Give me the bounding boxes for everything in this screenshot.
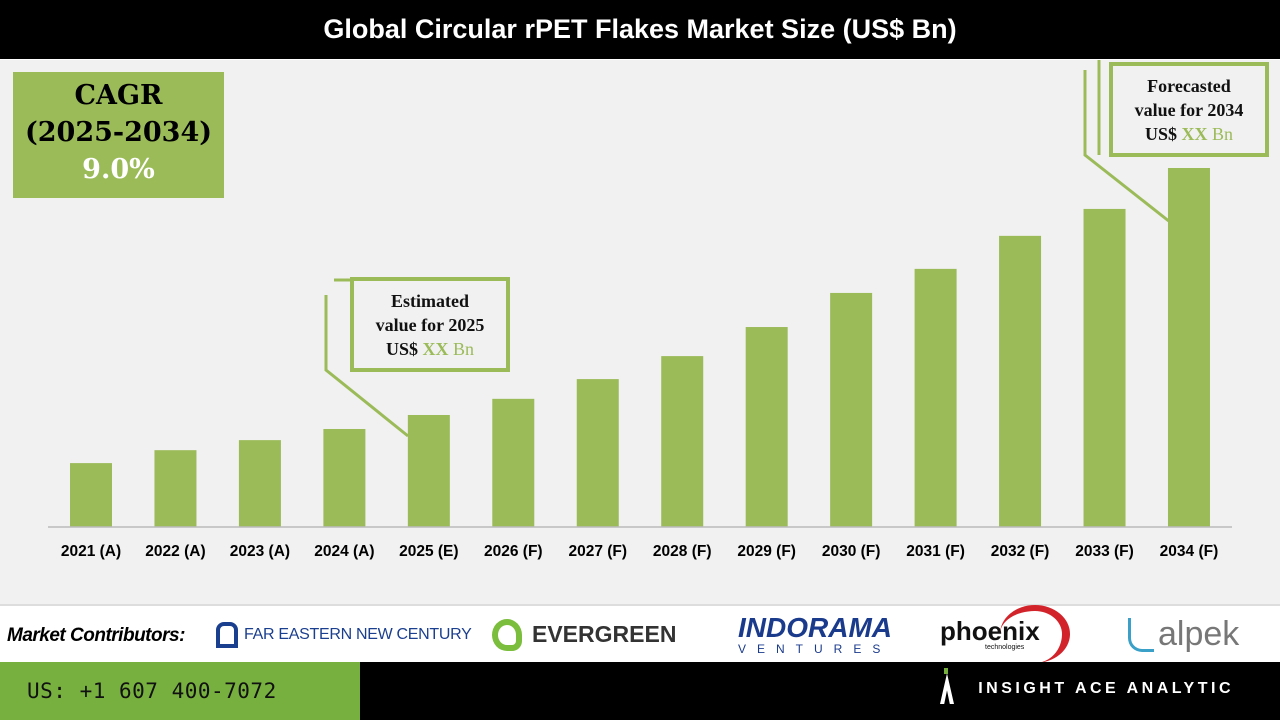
cagr-box: CAGR (2025-2034) 9.0% bbox=[13, 72, 224, 198]
evergreen-icon bbox=[492, 618, 522, 651]
x-tick-label: 2032 (F) bbox=[991, 543, 1050, 560]
value-placeholder: XX bbox=[1181, 124, 1208, 144]
logo-accent bbox=[944, 668, 948, 674]
cagr-value: 9.0% bbox=[82, 154, 155, 185]
x-tick-label: 2026 (F) bbox=[484, 543, 543, 560]
x-tick-label: 2024 (A) bbox=[314, 543, 374, 560]
bar-2031 bbox=[914, 268, 957, 527]
x-tick-label: 2034 (F) bbox=[1160, 543, 1219, 560]
callout-line: value for 2034 bbox=[1134, 100, 1244, 120]
x-tick-label: 2030 (F) bbox=[822, 543, 881, 560]
bar-2032 bbox=[999, 235, 1042, 527]
chart-title: Global Circular rPET Flakes Market Size … bbox=[0, 0, 1280, 59]
market-contributors: Market Contributors: FAR EASTERN NEW CEN… bbox=[0, 605, 1280, 663]
cagr-label: CAGR bbox=[74, 80, 163, 111]
x-tick-label: 2025 (E) bbox=[399, 543, 458, 560]
logo-text: EVERGREEN bbox=[532, 621, 677, 647]
bar-2027 bbox=[576, 379, 619, 527]
alpek-logo: alpek bbox=[1128, 607, 1239, 662]
indorama-logo: INDORAMA VENTURES bbox=[738, 607, 892, 662]
bar-chart: 2021 (A) 2022 (A) 2023 (A) 2024 (A) 2025 (E)… bbox=[48, 60, 1232, 560]
phoenix-swoosh-icon bbox=[1000, 605, 1070, 663]
bar-2026 bbox=[492, 398, 535, 527]
forecast-connector bbox=[1083, 70, 1171, 224]
x-tick-label: 2023 (A) bbox=[230, 543, 290, 560]
chart-area: 2021 (A) 2022 (A) 2023 (A) 2024 (A) 2025 (E)… bbox=[0, 60, 1280, 606]
x-tick-label: 2028 (F) bbox=[653, 543, 712, 560]
unit: Bn bbox=[453, 339, 475, 359]
alpek-icon bbox=[1128, 617, 1154, 652]
bar-2034 bbox=[1167, 168, 1210, 527]
x-tick-label: 2031 (F) bbox=[906, 543, 965, 560]
forecast-callout: Forecasted value for 2034 US$ XX Bn bbox=[1109, 62, 1269, 157]
logo-text: VENTURES bbox=[738, 641, 892, 656]
cagr-period: (2025-2034) bbox=[24, 117, 213, 148]
bar-2025 bbox=[407, 414, 450, 527]
bar-2024 bbox=[323, 428, 366, 527]
insight-ace-logo-icon bbox=[940, 673, 954, 704]
bar-2033 bbox=[1083, 208, 1126, 527]
callout-line: value for 2025 bbox=[375, 315, 485, 335]
logo-text: FAR EASTERN NEW CENTURY bbox=[244, 625, 472, 643]
contributors-label: Market Contributors: bbox=[7, 625, 185, 646]
value-placeholder: XX bbox=[422, 339, 449, 359]
fenc-icon bbox=[216, 621, 238, 648]
bar-2030 bbox=[830, 292, 873, 527]
phone-number: US: +1 607 400-7072 bbox=[0, 662, 360, 720]
x-tick-label: 2021 (A) bbox=[61, 543, 121, 560]
callout-line: Estimated bbox=[391, 291, 469, 311]
bar-2028 bbox=[661, 356, 704, 527]
far-eastern-logo: FAR EASTERN NEW CENTURY bbox=[216, 607, 472, 662]
bar-2022 bbox=[154, 450, 197, 527]
callout-line: Forecasted bbox=[1147, 76, 1231, 96]
bar-2023 bbox=[238, 440, 281, 527]
estimated-callout: Estimated value for 2025 US$ XX Bn bbox=[350, 277, 510, 372]
phoenix-logo: phoenix technologies bbox=[940, 605, 1070, 663]
x-tick-label: 2027 (F) bbox=[568, 543, 627, 560]
currency: US$ bbox=[385, 339, 418, 359]
brand-name: INSIGHT ACE ANALYTIC bbox=[978, 680, 1234, 697]
bar-2021 bbox=[70, 463, 112, 527]
currency: US$ bbox=[1144, 124, 1177, 144]
x-tick-label: 2029 (F) bbox=[737, 543, 796, 560]
evergreen-logo: EVERGREEN bbox=[492, 607, 676, 662]
logo-text: alpek bbox=[1158, 615, 1240, 653]
logo-text: INDORAMA bbox=[738, 611, 892, 643]
estimated-connector bbox=[324, 295, 409, 438]
footer-brand-bar: INSIGHT ACE ANALYTIC bbox=[360, 662, 1280, 720]
bar-2029 bbox=[745, 327, 788, 527]
unit: Bn bbox=[1212, 124, 1234, 144]
x-tick-label: 2033 (F) bbox=[1075, 543, 1134, 560]
x-tick-label: 2022 (A) bbox=[145, 543, 205, 560]
